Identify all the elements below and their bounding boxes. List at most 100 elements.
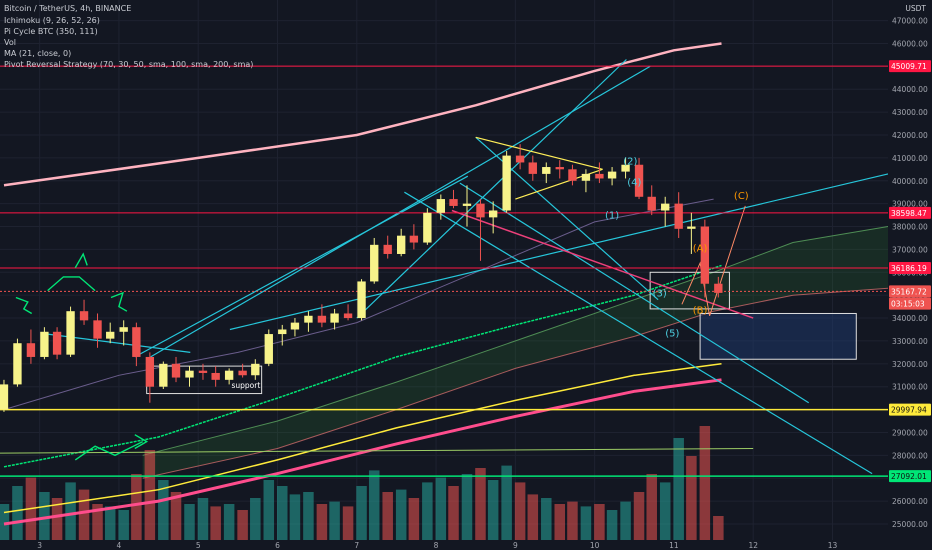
x-tick-label: 7 (354, 541, 359, 550)
cloud-fill (142, 226, 888, 479)
volume-bar (0, 504, 10, 540)
candle-body (40, 331, 49, 357)
wave-label: (B) (693, 305, 708, 316)
candle-body (317, 315, 327, 323)
candle-body (52, 331, 62, 355)
x-tick-label: 4 (117, 541, 122, 550)
candle-body (449, 199, 458, 206)
triangle-line (475, 136, 603, 170)
x-tick-label: 11 (669, 541, 679, 550)
candle-body (0, 384, 9, 410)
y-tick-label: 46000.00 (892, 39, 928, 48)
candle-body (145, 356, 155, 387)
indicator-volume[interactable]: Vol (4, 38, 16, 47)
candle-body (581, 173, 591, 181)
price-tag-bg (889, 262, 931, 275)
volume-bar (39, 492, 50, 540)
wave-label: (2) (623, 156, 637, 167)
volume-bar (303, 492, 314, 540)
price-tag-bg (889, 403, 931, 416)
volume-bar (329, 501, 340, 540)
moving-averages (0, 42, 754, 526)
x-tick-label: 3 (37, 541, 42, 550)
candle-body (171, 363, 181, 378)
volume-bar (289, 494, 301, 540)
y-tick-label: 28000.00 (892, 451, 928, 460)
volume-bar (144, 450, 156, 540)
y-tick-label: 34000.00 (892, 314, 928, 323)
y-tick-label: 38000.00 (892, 223, 928, 232)
ma-green (3, 264, 722, 468)
volume-bar (250, 498, 261, 540)
candle-body (409, 235, 419, 243)
x-tick-label: 6 (275, 541, 280, 550)
volume-bar (237, 510, 248, 540)
candle-body (661, 203, 670, 211)
wave-label: (1) (605, 211, 619, 222)
annotation-boxes (146, 271, 857, 395)
indicator-pi-cycle[interactable]: Pi Cycle BTC (350, 111) (4, 27, 98, 36)
ma-red (3, 378, 722, 526)
volume-bar (475, 468, 486, 540)
candle-body (607, 171, 617, 179)
candle-body (79, 311, 89, 321)
trend-line (150, 65, 651, 358)
pi-cycle-line (3, 42, 722, 187)
price-tag-label: 45009.71 (891, 62, 927, 71)
volume-bar (620, 501, 631, 540)
price-tag-label: 35167.72 (891, 287, 927, 296)
volume-bar (92, 504, 103, 540)
wave-label: (5) (665, 328, 679, 339)
candle-body (370, 244, 379, 282)
volume-bar (594, 504, 605, 540)
quote-currency: USDT (905, 4, 926, 13)
wave-label: (C) (734, 191, 749, 202)
volume-bar (51, 498, 63, 540)
volume-bar (567, 501, 578, 540)
candle-body (714, 283, 723, 293)
y-tick-label: 25000.00 (892, 520, 928, 529)
volume-bar (118, 510, 129, 540)
volume-bar (342, 506, 354, 540)
price-tag-bg (889, 470, 931, 483)
price-tag-label: 03:15:03 (891, 300, 925, 309)
candle-body (13, 343, 22, 385)
symbol-title: Bitcoin / TetherUS, 4h, BINANCE (4, 4, 132, 13)
price-tag-label: 38598.47 (891, 209, 927, 218)
indicator-ichimoku[interactable]: Ichimoku (9, 26, 52, 26) (4, 16, 100, 25)
volume-bar (277, 486, 288, 540)
volume-bar (223, 504, 235, 540)
indicator-ma[interactable]: MA (21, close, 0) (4, 49, 72, 58)
volume-bar (382, 492, 393, 540)
candle-body (568, 169, 577, 181)
candle-body (26, 343, 36, 357)
candle-body (647, 196, 656, 211)
volume-bar (170, 492, 182, 540)
volume-bar (158, 480, 169, 540)
candle-body (555, 167, 564, 170)
volume-bar (699, 426, 711, 540)
candle-body (343, 313, 353, 319)
y-tick-label: 44000.00 (892, 85, 928, 94)
volume-bar (633, 492, 645, 540)
breakdown-box (649, 271, 730, 310)
candle-body (119, 327, 128, 332)
x-tick-label: 10 (590, 541, 600, 550)
volume-bar (713, 516, 724, 540)
volume-bar (501, 465, 512, 540)
volume-bar (461, 474, 473, 540)
ma-yellow (3, 363, 722, 514)
candle-body (357, 281, 366, 319)
candle-body (304, 315, 313, 323)
price-tag-label: 29997.94 (891, 406, 927, 415)
candle-body (264, 334, 273, 364)
trend-line (459, 182, 810, 404)
indicator-pivot-reversal[interactable]: Pivot Reversal Strategy (70, 30, 50, sma… (4, 60, 254, 69)
volume-bar (448, 486, 459, 540)
y-tick-label: 43000.00 (892, 108, 928, 117)
candle-body (211, 372, 220, 380)
candle-body (528, 162, 537, 174)
candlesticks (0, 144, 723, 412)
